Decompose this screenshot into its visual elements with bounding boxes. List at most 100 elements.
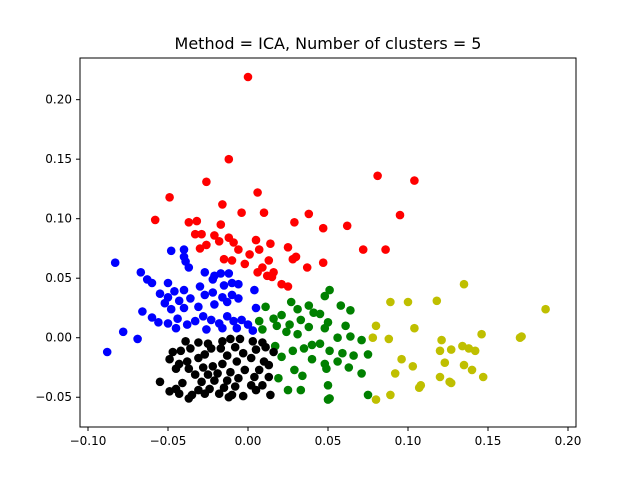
- scatter-point: [293, 304, 302, 314]
- scatter-point: [216, 344, 226, 353]
- scatter-point: [179, 303, 189, 313]
- scatter-point: [219, 383, 229, 393]
- scatter-point: [264, 256, 274, 265]
- scatter-point: [214, 237, 224, 246]
- scatter-point: [165, 387, 174, 396]
- scatter-point: [222, 297, 232, 307]
- scatter-point: [408, 362, 418, 371]
- scatter-point: [357, 369, 366, 378]
- scatter-point: [446, 345, 456, 354]
- scatter-point: [304, 322, 314, 332]
- scatter-point: [208, 275, 218, 284]
- scatter-point: [186, 294, 195, 303]
- x-tick-label: 0.05: [315, 434, 342, 448]
- scatter-point: [346, 332, 355, 341]
- scatter-point: [198, 312, 208, 321]
- scatter-point: [182, 357, 192, 366]
- scatter-point: [315, 309, 325, 319]
- scatter-point: [147, 278, 157, 288]
- scatter-point: [240, 259, 250, 269]
- y-tick-label: 0.10: [45, 212, 72, 226]
- scatter-point: [190, 316, 200, 326]
- scatter-point: [150, 215, 160, 225]
- scatter-point: [179, 245, 189, 254]
- scatter-point: [269, 347, 278, 357]
- scatter-point: [174, 389, 184, 399]
- scatter-point: [477, 329, 486, 339]
- scatter-point: [133, 334, 142, 344]
- scatter-point: [237, 208, 246, 217]
- scatter-point: [186, 344, 195, 353]
- scatter-point: [176, 346, 186, 356]
- scatter-point: [181, 337, 190, 346]
- scatter-point: [237, 315, 246, 325]
- scatter-point: [258, 381, 267, 390]
- x-tick-label: 0.10: [395, 434, 422, 448]
- scatter-point: [261, 342, 270, 352]
- scatter-point: [307, 354, 317, 364]
- scatter-point: [165, 354, 174, 364]
- points-layer: [102, 72, 550, 404]
- scatter-point: [110, 258, 120, 268]
- y-axis: −0.05 0.00 0.05 0.10 0.15 0.20: [35, 93, 80, 404]
- scatter-point: [178, 378, 187, 388]
- scatter-point: [118, 327, 128, 337]
- scatter-point: [386, 390, 395, 400]
- scatter-point: [238, 391, 248, 401]
- scatter-point: [325, 346, 334, 356]
- scatter-point: [286, 297, 296, 307]
- scatter-point: [342, 221, 352, 231]
- scatter-point: [296, 315, 306, 325]
- scatter-point: [274, 373, 283, 383]
- scatter-point: [197, 229, 206, 239]
- scatter-point: [184, 218, 194, 227]
- scatter-point: [195, 244, 205, 253]
- scatter-point: [222, 376, 232, 385]
- scatter-point: [325, 285, 334, 295]
- scatter-point: [371, 395, 381, 404]
- scatter-point: [213, 369, 222, 378]
- scatter-point: [184, 364, 194, 374]
- scatter-point: [136, 268, 146, 277]
- scatter-point: [250, 372, 259, 382]
- scatter-point: [259, 208, 269, 217]
- scatter-point: [363, 390, 373, 400]
- scatter-point: [283, 385, 293, 395]
- scatter-point: [218, 359, 227, 369]
- scatter-point: [203, 370, 213, 379]
- scatter-point: [459, 360, 469, 370]
- scatter-point: [541, 304, 550, 314]
- scatter-point: [227, 290, 237, 300]
- scatter-point: [190, 370, 200, 379]
- scatter-point: [208, 362, 218, 371]
- scatter-point: [190, 229, 200, 239]
- scatter-point: [155, 377, 165, 387]
- x-tick-label: 0.20: [555, 434, 582, 448]
- scatter-point: [216, 220, 226, 229]
- scatter-point: [208, 288, 218, 297]
- scatter-point: [222, 351, 232, 360]
- scatter-point: [138, 307, 147, 316]
- scatter-point: [320, 323, 330, 333]
- scatter-point: [459, 279, 469, 289]
- scatter-point: [234, 373, 243, 383]
- scatter-point: [147, 313, 157, 322]
- scatter-point: [200, 389, 210, 399]
- scatter-point: [227, 256, 237, 265]
- scatter-point: [235, 334, 245, 344]
- scatter-point: [322, 364, 331, 374]
- scatter-point: [290, 218, 299, 227]
- scatter-point: [210, 376, 219, 385]
- scatter-point: [210, 300, 219, 309]
- scatter-point: [262, 271, 272, 281]
- scatter-point: [318, 223, 328, 233]
- scatter-point: [266, 239, 275, 248]
- scatter-point: [384, 334, 394, 344]
- scatter-point: [251, 385, 261, 395]
- scatter-point: [102, 347, 112, 357]
- scatter-point: [304, 301, 314, 310]
- scatter-point: [254, 316, 264, 326]
- x-tick-label: 0.00: [235, 434, 262, 448]
- scatter-point: [248, 326, 258, 335]
